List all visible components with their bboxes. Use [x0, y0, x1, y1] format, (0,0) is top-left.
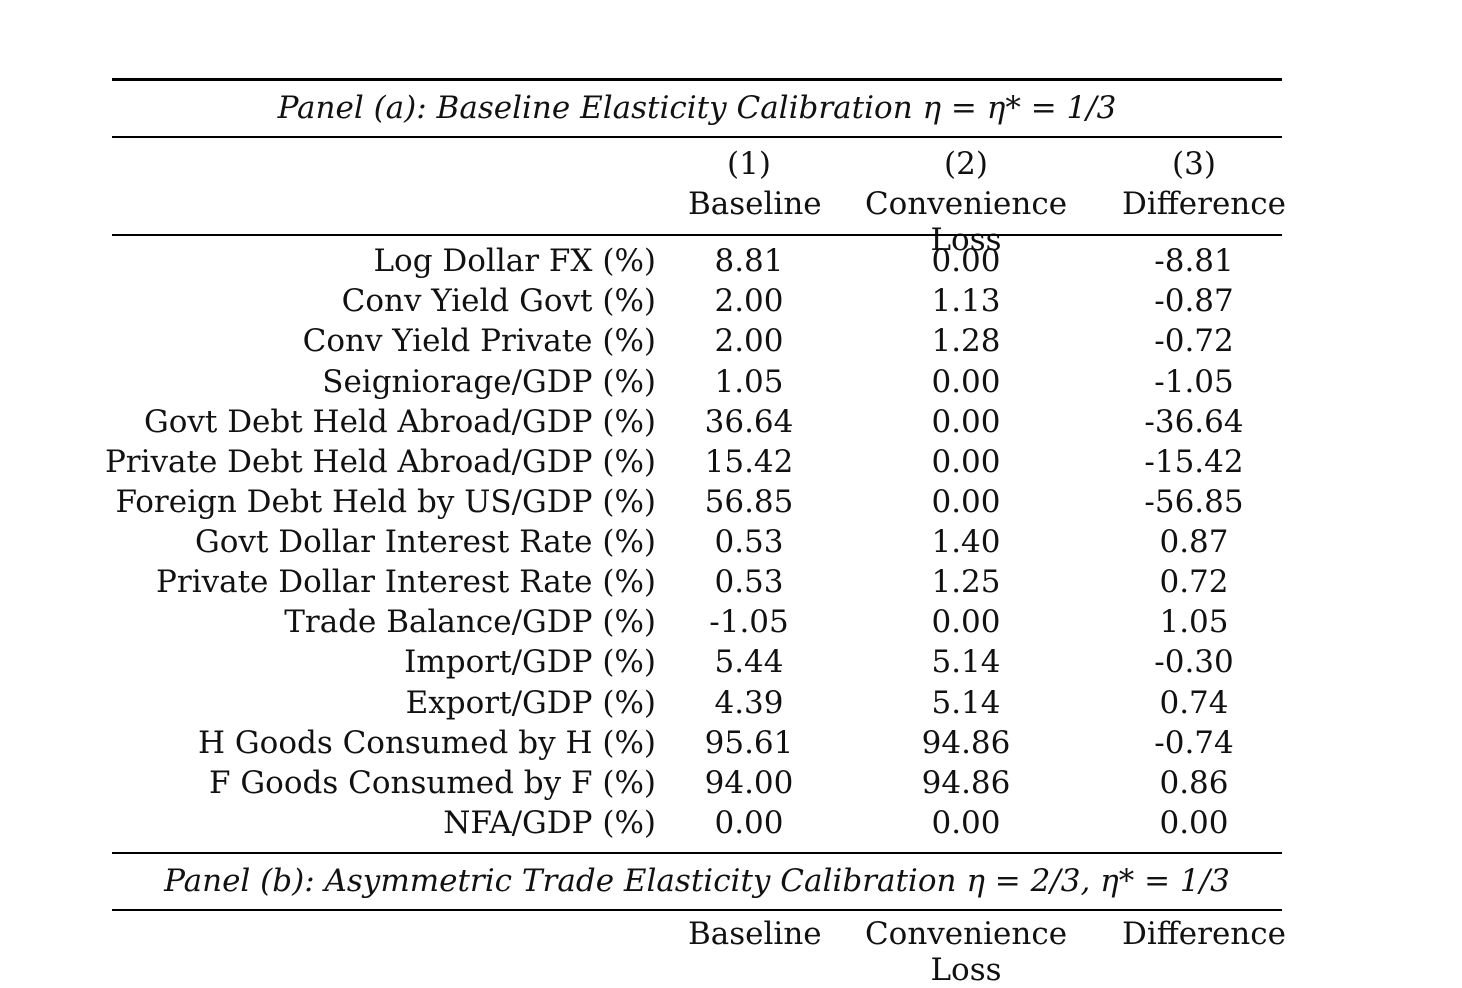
row-label: Private Debt Held Abroad/GDP (%)	[104, 444, 656, 480]
column-2-number: (2)	[944, 146, 988, 182]
baseline-value: 36.64	[704, 404, 794, 440]
row-label: F Goods Consumed by F (%)	[209, 765, 656, 801]
column-1-header: Baseline	[688, 186, 822, 222]
convenience-loss-value: 0.00	[931, 805, 1001, 841]
baseline-value: 2.00	[714, 283, 784, 319]
difference-value: -0.87	[1154, 283, 1234, 319]
panel-b-top-rule	[112, 852, 1282, 854]
table-row: Trade Balance/GDP (%) -1.05 0.00 1.05	[112, 602, 1282, 642]
convenience-loss-value: 0.00	[931, 484, 1001, 520]
convenience-loss-value: 1.13	[931, 283, 1001, 319]
row-label: Export/GDP (%)	[405, 685, 656, 721]
convenience-loss-value: 5.14	[931, 644, 1001, 680]
table-row: Private Debt Held Abroad/GDP (%) 15.42 0…	[105, 442, 1282, 482]
panel-b-column-2-header: Convenience Loss	[864, 916, 1068, 988]
row-label: Seigniorage/GDP (%)	[322, 364, 656, 400]
convenience-loss-value: 0.00	[931, 444, 1001, 480]
baseline-value: 56.85	[704, 484, 794, 520]
convenience-loss-value: 1.28	[931, 323, 1001, 359]
baseline-value: 1.05	[714, 364, 784, 400]
difference-value: 0.86	[1159, 765, 1229, 801]
baseline-value: 15.42	[704, 444, 794, 480]
table-row: Govt Debt Held Abroad/GDP (%) 36.64 0.00…	[112, 402, 1282, 442]
table-row: Foreign Debt Held by US/GDP (%) 56.85 0.…	[112, 482, 1282, 522]
difference-value: -1.05	[1154, 364, 1234, 400]
column-2-header: Convenience Loss	[864, 186, 1068, 258]
difference-value: -0.30	[1154, 644, 1234, 680]
difference-value: -56.85	[1144, 484, 1244, 520]
convenience-loss-value: 0.00	[931, 243, 1001, 279]
table-row: NFA/GDP (%) 0.00 0.00 0.00	[112, 803, 1282, 843]
baseline-value: 2.00	[714, 323, 784, 359]
column-1-number: (1)	[727, 146, 771, 182]
difference-value: 0.00	[1159, 805, 1229, 841]
panel-a-title-rule	[112, 136, 1282, 138]
row-label: Foreign Debt Held by US/GDP (%)	[115, 484, 656, 520]
header-rule	[112, 234, 1282, 236]
baseline-value: 0.00	[714, 805, 784, 841]
row-label: Trade Balance/GDP (%)	[284, 604, 656, 640]
row-label: Conv Yield Govt (%)	[341, 283, 656, 319]
row-label: Import/GDP (%)	[404, 644, 656, 680]
baseline-value: 0.53	[714, 564, 784, 600]
table-row: H Goods Consumed by H (%) 95.61 94.86 -0…	[112, 723, 1282, 763]
baseline-value: 5.44	[714, 644, 784, 680]
convenience-loss-value: 94.86	[921, 725, 1011, 761]
convenience-loss-value: 5.14	[931, 685, 1001, 721]
difference-value: -36.64	[1144, 404, 1244, 440]
table-row: Private Dollar Interest Rate (%) 0.53 1.…	[112, 562, 1282, 602]
column-3-header: Difference	[1122, 186, 1286, 222]
convenience-loss-value: 0.00	[931, 604, 1001, 640]
table-row: Log Dollar FX (%) 8.81 0.00 -8.81	[112, 241, 1282, 281]
row-label: Conv Yield Private (%)	[302, 323, 656, 359]
table-row: Seigniorage/GDP (%) 1.05 0.00 -1.05	[112, 362, 1282, 402]
difference-value: -15.42	[1144, 444, 1244, 480]
difference-value: 0.87	[1159, 524, 1229, 560]
convenience-loss-value: 1.25	[931, 564, 1001, 600]
baseline-value: 94.00	[704, 765, 794, 801]
panel-b-column-1-header: Baseline	[688, 916, 822, 952]
row-label: Govt Dollar Interest Rate (%)	[195, 524, 656, 560]
baseline-value: 0.53	[714, 524, 784, 560]
convenience-loss-value: 0.00	[931, 364, 1001, 400]
panel-b-column-3-header: Difference	[1122, 916, 1286, 952]
table-row: Conv Yield Govt (%) 2.00 1.13 -0.87	[112, 281, 1282, 321]
difference-value: 1.05	[1159, 604, 1229, 640]
panel-b-title: Panel (b): Asymmetric Trade Elasticity C…	[164, 863, 1230, 899]
baseline-value: 95.61	[704, 725, 794, 761]
table-row: Conv Yield Private (%) 2.00 1.28 -0.72	[112, 321, 1282, 361]
convenience-loss-value: 1.40	[931, 524, 1001, 560]
row-label: NFA/GDP (%)	[443, 805, 656, 841]
table-row: Import/GDP (%) 5.44 5.14 -0.30	[112, 642, 1282, 682]
panel-a-title: Panel (a): Baseline Elasticity Calibrati…	[277, 90, 1117, 126]
row-label: Private Dollar Interest Rate (%)	[156, 564, 656, 600]
row-label: H Goods Consumed by H (%)	[198, 725, 656, 761]
panel-b-title-rule	[112, 909, 1282, 911]
table-row: Govt Dollar Interest Rate (%) 0.53 1.40 …	[112, 522, 1282, 562]
difference-value: 0.74	[1159, 685, 1229, 721]
table-row: F Goods Consumed by F (%) 94.00 94.86 0.…	[112, 763, 1282, 803]
convenience-loss-value: 0.00	[931, 404, 1001, 440]
baseline-value: 8.81	[714, 243, 784, 279]
difference-value: 0.72	[1159, 564, 1229, 600]
baseline-value: 4.39	[714, 685, 784, 721]
top-rule	[112, 78, 1282, 81]
difference-value: -8.81	[1154, 243, 1234, 279]
difference-value: -0.74	[1154, 725, 1234, 761]
baseline-value: -1.05	[709, 604, 789, 640]
column-3-number: (3)	[1172, 146, 1216, 182]
table-row: Export/GDP (%) 4.39 5.14 0.74	[112, 683, 1282, 723]
row-label: Log Dollar FX (%)	[373, 243, 656, 279]
row-label: Govt Debt Held Abroad/GDP (%)	[143, 404, 656, 440]
difference-value: -0.72	[1154, 323, 1234, 359]
convenience-loss-value: 94.86	[921, 765, 1011, 801]
